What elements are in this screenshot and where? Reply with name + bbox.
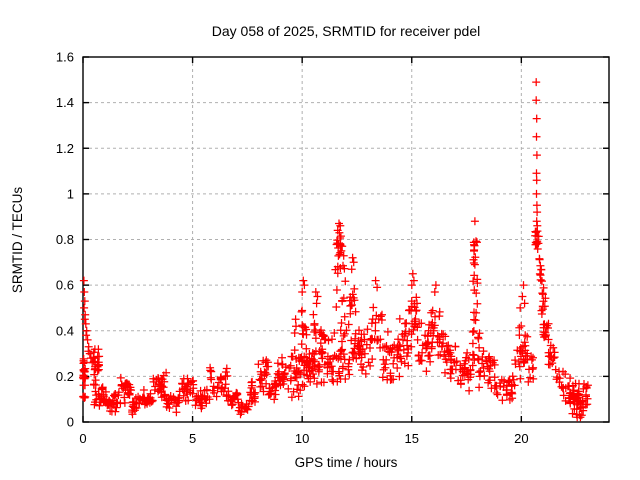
y-tick-label: 1.6 bbox=[56, 50, 74, 65]
y-axis-label: SRMTID / TECUs bbox=[10, 187, 25, 294]
y-tick-label: 1 bbox=[67, 186, 74, 201]
x-tick-label: 0 bbox=[79, 431, 86, 446]
y-tick-label: 0 bbox=[67, 415, 74, 430]
x-axis-label: GPS time / hours bbox=[295, 455, 398, 470]
y-tick-label: 0.6 bbox=[56, 278, 74, 293]
x-tick-label: 15 bbox=[405, 431, 419, 446]
y-tick-label: 0.8 bbox=[56, 232, 74, 247]
tick-labels: 0 5 10 15 20 0 0.2 0.4 0.6 0.8 1 1.2 1.4 1.6 bbox=[56, 50, 529, 447]
y-tick-label: 1.4 bbox=[56, 95, 74, 110]
x-tick-label: 20 bbox=[514, 431, 528, 446]
chart-title: Day 058 of 2025, SRMTID for receiver pde… bbox=[212, 23, 480, 39]
y-tick-label: 1.2 bbox=[56, 141, 74, 156]
y-tick-label: 0.4 bbox=[56, 323, 74, 338]
x-tick-label: 5 bbox=[189, 431, 196, 446]
y-tick-label: 0.2 bbox=[56, 369, 74, 384]
data-point-markers bbox=[79, 78, 592, 422]
axes-frame bbox=[82, 56, 610, 423]
x-tick-label: 10 bbox=[295, 431, 309, 446]
scatter-points bbox=[79, 78, 592, 422]
